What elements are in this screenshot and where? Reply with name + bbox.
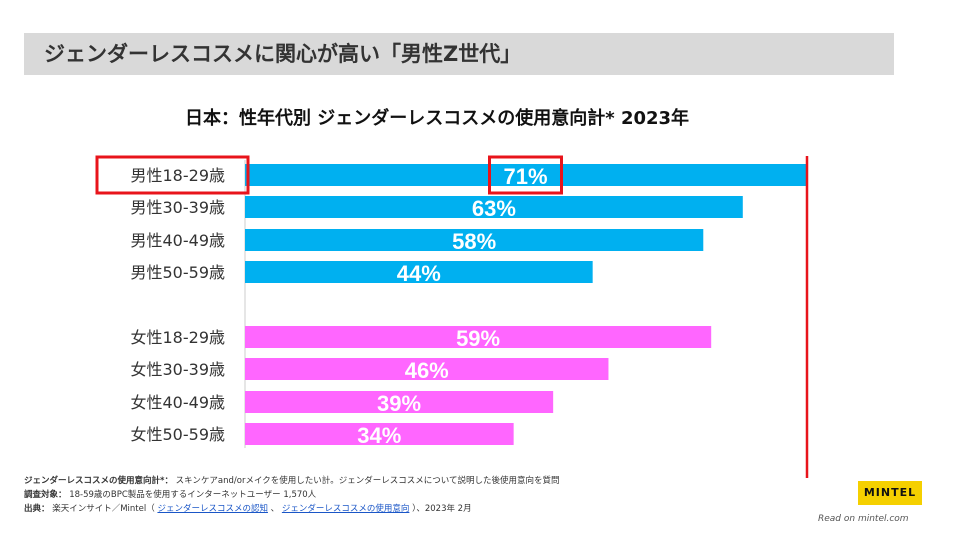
- bar-6: [245, 391, 554, 413]
- source-link-usage-intent[interactable]: ジェンダーレスコスメの使用意向: [281, 504, 410, 514]
- value-label-3: 44%: [397, 261, 441, 286]
- footnote-sample: 調査対象： 18-59歳のBPC製品を使用するインターネットユーザー 1,570…: [24, 488, 316, 500]
- value-label-1: 63%: [472, 196, 516, 221]
- footnote-definition: ジェンダーレスコスメの使用意向計*： スキンケアand/orメイクを使用したい計…: [24, 474, 560, 486]
- bar-5: [245, 358, 609, 380]
- footnote-source-text-a: 楽天インサイト／Mintel（: [52, 504, 155, 514]
- bar-2: [245, 229, 704, 251]
- value-label-7: 34%: [357, 423, 401, 448]
- footnote-source-text-b: ）、2023年 2月: [412, 504, 472, 514]
- footnote-sample-text: 18-59歳のBPC製品を使用するインターネットユーザー 1,570人: [69, 490, 317, 500]
- footnote-definition-text: スキンケアand/orメイクを使用したい計。ジェンダーレスコスメについて説明した…: [175, 476, 560, 486]
- page-title: ジェンダーレスコスメに関心が高い「男性Z世代」: [44, 42, 522, 66]
- value-label-5: 46%: [405, 358, 449, 383]
- category-label-6: 女性40-49歳: [131, 393, 226, 412]
- source-link-awareness[interactable]: ジェンダーレスコスメの認知: [157, 504, 268, 514]
- bar-1: [245, 196, 743, 218]
- mintel-logo[interactable]: MINTEL: [858, 481, 922, 505]
- category-label-1: 男性30-39歳: [131, 198, 226, 217]
- bar-0: [245, 164, 806, 186]
- value-label-2: 58%: [452, 229, 496, 254]
- value-label-0: 71%: [503, 164, 547, 189]
- bar-7: [245, 423, 514, 445]
- footnote-definition-label: ジェンダーレスコスメの使用意向計*：: [24, 476, 173, 486]
- value-label-4: 59%: [456, 326, 500, 351]
- bar-4: [245, 326, 712, 348]
- header-bar: ジェンダーレスコスメに関心が高い「男性Z世代」: [24, 33, 894, 75]
- chart-title: 日本：性年代別 ジェンダーレスコスメの使用意向計* 2023年: [185, 108, 690, 129]
- category-label-2: 男性40-49歳: [131, 231, 226, 250]
- highlight-box-value: [488, 155, 563, 195]
- read-on-link[interactable]: Read on mintel.com: [818, 514, 909, 524]
- value-label-6: 39%: [377, 391, 421, 416]
- highlight-box-category: [95, 155, 250, 195]
- footnote-sample-label: 調査対象：: [24, 490, 67, 500]
- category-label-4: 女性18-29歳: [131, 328, 226, 347]
- category-label-5: 女性30-39歳: [131, 360, 226, 379]
- bar-3: [245, 261, 593, 283]
- footnote-source-label: 出典：: [24, 504, 50, 514]
- category-label-0: 男性18-29歳: [131, 166, 226, 185]
- footnote-source: 出典： 楽天インサイト／Mintel（ ジェンダーレスコスメの認知 、 ジェンダ…: [24, 502, 472, 514]
- footnote-source-sep: 、: [270, 504, 280, 514]
- category-label-7: 女性50-59歳: [131, 425, 226, 444]
- category-label-3: 男性50-59歳: [131, 263, 226, 282]
